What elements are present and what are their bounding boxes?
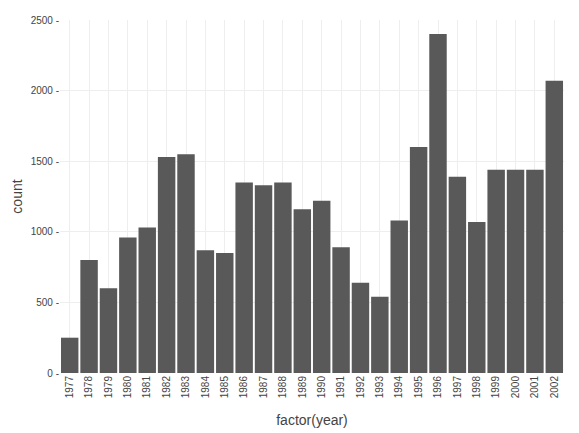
svg-text:500 -: 500 - xyxy=(36,297,59,308)
svg-text:2001: 2001 xyxy=(529,376,540,399)
svg-text:2500 -: 2500 - xyxy=(31,15,59,26)
svg-text:count: count xyxy=(9,179,25,213)
svg-text:2002: 2002 xyxy=(549,376,560,399)
svg-text:1977: 1977 xyxy=(64,376,75,399)
svg-text:1984: 1984 xyxy=(200,376,211,399)
svg-text:1978: 1978 xyxy=(83,376,94,399)
svg-text:1982: 1982 xyxy=(161,376,172,399)
svg-text:2000 -: 2000 - xyxy=(31,85,59,96)
svg-text:1500 -: 1500 - xyxy=(31,156,59,167)
svg-text:1991: 1991 xyxy=(335,376,346,399)
svg-text:1000 -: 1000 - xyxy=(31,226,59,237)
svg-text:1997: 1997 xyxy=(452,376,463,399)
svg-text:1985: 1985 xyxy=(219,376,230,399)
svg-text:0 -: 0 - xyxy=(47,368,59,379)
svg-text:1994: 1994 xyxy=(393,376,404,399)
svg-text:1988: 1988 xyxy=(277,376,288,399)
svg-text:1986: 1986 xyxy=(238,376,249,399)
svg-text:1979: 1979 xyxy=(103,376,114,399)
svg-text:1999: 1999 xyxy=(490,376,501,399)
svg-text:1980: 1980 xyxy=(122,376,133,399)
svg-text:1990: 1990 xyxy=(316,376,327,399)
svg-text:1992: 1992 xyxy=(355,376,366,399)
svg-text:1996: 1996 xyxy=(432,376,443,399)
svg-text:1981: 1981 xyxy=(141,376,152,399)
svg-text:1998: 1998 xyxy=(471,376,482,399)
svg-text:1989: 1989 xyxy=(297,376,308,399)
svg-text:2000: 2000 xyxy=(510,376,521,399)
svg-text:1987: 1987 xyxy=(258,376,269,399)
svg-text:1993: 1993 xyxy=(374,376,385,399)
svg-text:1983: 1983 xyxy=(180,376,191,399)
svg-text:factor(year): factor(year) xyxy=(276,412,348,428)
svg-text:1995: 1995 xyxy=(413,376,424,399)
